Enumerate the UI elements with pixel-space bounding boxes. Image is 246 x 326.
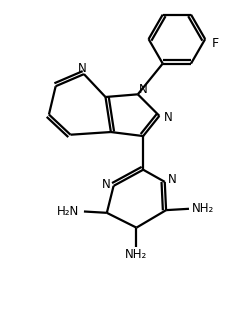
Text: N: N	[139, 83, 148, 96]
Text: N: N	[102, 178, 110, 191]
Text: N: N	[78, 62, 87, 75]
Text: N: N	[168, 173, 177, 186]
Text: H₂N: H₂N	[57, 205, 79, 218]
Text: F: F	[212, 37, 219, 50]
Text: N: N	[164, 111, 172, 124]
Text: NH₂: NH₂	[192, 202, 214, 215]
Text: NH₂: NH₂	[125, 248, 148, 261]
